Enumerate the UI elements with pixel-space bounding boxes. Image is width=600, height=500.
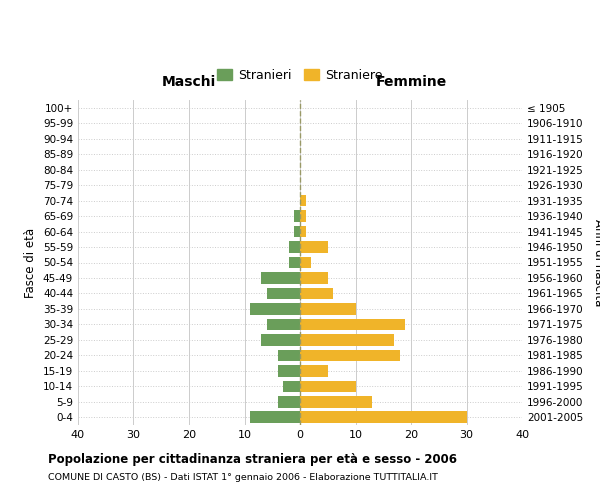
Bar	[250, 412, 300, 423]
Bar	[283, 380, 300, 392]
Bar	[300, 365, 328, 376]
Bar	[300, 396, 372, 407]
Text: Popolazione per cittadinanza straniera per età e sesso - 2006: Popolazione per cittadinanza straniera p…	[48, 452, 457, 466]
Y-axis label: Fasce di età: Fasce di età	[25, 228, 37, 298]
Bar	[300, 210, 305, 222]
Bar	[300, 334, 394, 345]
Bar	[300, 195, 305, 206]
Text: Maschi: Maschi	[162, 75, 216, 89]
Y-axis label: Anni di nascita: Anni di nascita	[592, 219, 600, 306]
Bar	[300, 380, 355, 392]
Bar	[289, 256, 300, 268]
Legend: Stranieri, Straniere: Stranieri, Straniere	[212, 64, 388, 87]
Bar	[300, 241, 328, 253]
Bar	[278, 396, 300, 407]
Bar	[278, 350, 300, 361]
Bar	[278, 365, 300, 376]
Bar	[300, 226, 305, 237]
Bar	[261, 334, 300, 345]
Bar	[300, 272, 328, 284]
Bar	[261, 272, 300, 284]
Bar	[300, 303, 355, 314]
Bar	[300, 350, 400, 361]
Bar	[266, 318, 300, 330]
Bar	[300, 318, 406, 330]
Bar	[289, 241, 300, 253]
Bar	[295, 226, 300, 237]
Bar	[295, 210, 300, 222]
Bar	[250, 303, 300, 314]
Text: COMUNE DI CASTO (BS) - Dati ISTAT 1° gennaio 2006 - Elaborazione TUTTITALIA.IT: COMUNE DI CASTO (BS) - Dati ISTAT 1° gen…	[48, 472, 438, 482]
Bar	[300, 256, 311, 268]
Bar	[266, 288, 300, 300]
Bar	[300, 412, 467, 423]
Text: Femmine: Femmine	[376, 75, 446, 89]
Bar	[300, 288, 334, 300]
